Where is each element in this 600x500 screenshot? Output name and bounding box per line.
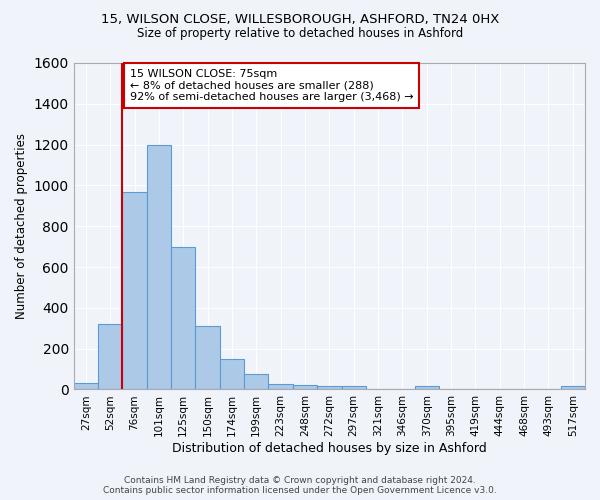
Bar xyxy=(147,144,171,390)
Text: 15, WILSON CLOSE, WILLESBOROUGH, ASHFORD, TN24 0HX: 15, WILSON CLOSE, WILLESBOROUGH, ASHFORD… xyxy=(101,12,499,26)
Text: Contains HM Land Registry data © Crown copyright and database right 2024.
Contai: Contains HM Land Registry data © Crown c… xyxy=(103,476,497,495)
Bar xyxy=(171,246,196,390)
Bar xyxy=(196,326,220,390)
Y-axis label: Number of detached properties: Number of detached properties xyxy=(15,133,28,319)
Bar xyxy=(220,359,244,390)
Bar xyxy=(244,374,268,390)
X-axis label: Distribution of detached houses by size in Ashford: Distribution of detached houses by size … xyxy=(172,442,487,455)
Bar xyxy=(415,386,439,390)
Text: 15 WILSON CLOSE: 75sqm
← 8% of detached houses are smaller (288)
92% of semi-det: 15 WILSON CLOSE: 75sqm ← 8% of detached … xyxy=(130,69,413,102)
Bar xyxy=(293,386,317,390)
Bar xyxy=(341,386,366,390)
Bar xyxy=(268,384,293,390)
Text: Size of property relative to detached houses in Ashford: Size of property relative to detached ho… xyxy=(137,28,463,40)
Bar xyxy=(317,386,341,390)
Bar xyxy=(74,384,98,390)
Bar xyxy=(560,386,585,390)
Bar xyxy=(122,192,147,390)
Bar xyxy=(98,324,122,390)
